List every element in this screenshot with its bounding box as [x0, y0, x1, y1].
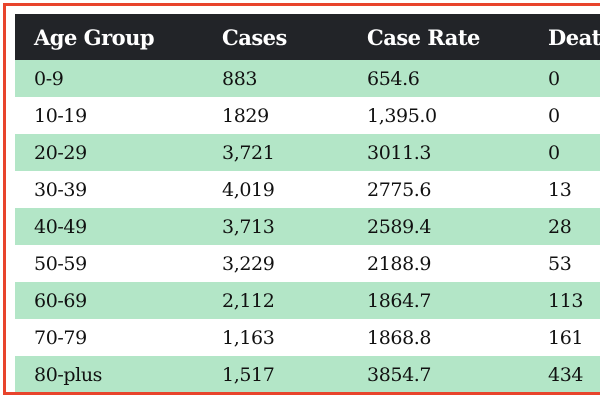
cell-cases: 2,112 [222, 289, 275, 312]
cell-case-rate: 1868.8 [367, 326, 432, 349]
table-row: 0-9 883 654.6 0 [15, 60, 600, 97]
table-row: 70-79 1,163 1868.8 161 [15, 319, 600, 356]
cell-case-rate: 1864.7 [367, 289, 432, 312]
cell-cases: 1,163 [222, 326, 275, 349]
cell-cases: 3,721 [222, 141, 275, 164]
cell-deaths: 13 [548, 178, 572, 201]
cell-age-group: 80-plus [34, 363, 103, 386]
cell-case-rate: 2589.4 [367, 215, 432, 238]
cell-age-group: 10-19 [34, 104, 87, 127]
age-group-table: Age Group Cases Case Rate Deaths 0-9 883… [15, 14, 600, 392]
cell-age-group: 60-69 [34, 289, 87, 312]
header-age-group: Age Group [34, 24, 155, 50]
table-row: 50-59 3,229 2188.9 53 [15, 245, 600, 282]
header-deaths: Deaths [548, 24, 600, 50]
cell-deaths: 53 [548, 252, 572, 275]
header-case-rate: Case Rate [367, 24, 480, 50]
header-row: Age Group Cases Case Rate Deaths [15, 14, 600, 60]
cell-deaths: 434 [548, 363, 584, 386]
cell-cases: 883 [222, 67, 258, 90]
cell-deaths: 0 [548, 141, 560, 164]
cell-cases: 3,713 [222, 215, 275, 238]
table-row: 60-69 2,112 1864.7 113 [15, 282, 600, 319]
table-row: 40-49 3,713 2589.4 28 [15, 208, 600, 245]
cell-cases: 3,229 [222, 252, 275, 275]
table-frame: Age Group Cases Case Rate Deaths 0-9 883… [3, 3, 600, 395]
cell-deaths: 113 [548, 289, 584, 312]
cell-case-rate: 2775.6 [367, 178, 432, 201]
cell-deaths: 0 [548, 104, 560, 127]
cell-cases: 1,517 [222, 363, 275, 386]
header-cases: Cases [222, 24, 287, 50]
cell-age-group: 30-39 [34, 178, 87, 201]
cell-age-group: 70-79 [34, 326, 87, 349]
cell-age-group: 0-9 [34, 67, 64, 90]
cell-deaths: 161 [548, 326, 584, 349]
cell-case-rate: 654.6 [367, 67, 420, 90]
cell-deaths: 28 [548, 215, 572, 238]
cell-case-rate: 3011.3 [367, 141, 432, 164]
cell-case-rate: 1,395.0 [367, 104, 437, 127]
cell-cases: 1829 [222, 104, 269, 127]
cell-age-group: 50-59 [34, 252, 87, 275]
table-body: 0-9 883 654.6 0 10-19 1829 1,395.0 0 20-… [15, 60, 600, 392]
table-row: 10-19 1829 1,395.0 0 [15, 97, 600, 134]
table-row: 30-39 4,019 2775.6 13 [15, 171, 600, 208]
table-header: Age Group Cases Case Rate Deaths [15, 14, 600, 60]
table-row: 20-29 3,721 3011.3 0 [15, 134, 600, 171]
cell-deaths: 0 [548, 67, 560, 90]
cell-cases: 4,019 [222, 178, 275, 201]
cell-age-group: 40-49 [34, 215, 87, 238]
cell-case-rate: 3854.7 [367, 363, 432, 386]
cell-age-group: 20-29 [34, 141, 87, 164]
cell-case-rate: 2188.9 [367, 252, 432, 275]
table-row: 80-plus 1,517 3854.7 434 [15, 356, 600, 392]
